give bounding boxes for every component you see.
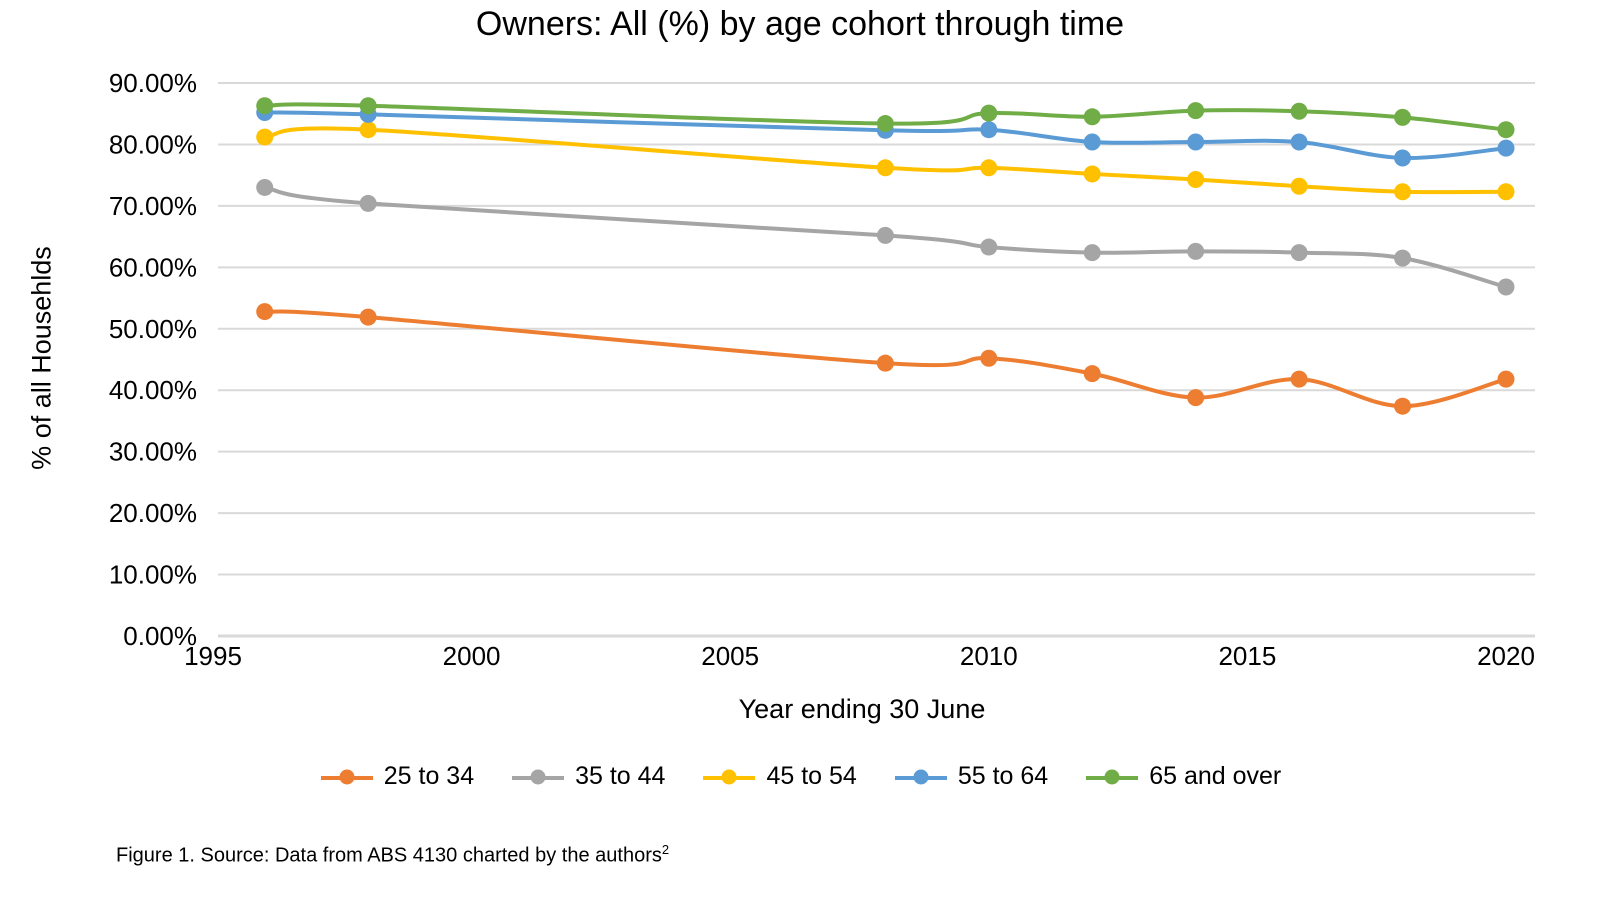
y-tick-label: 30.00% — [109, 437, 197, 467]
legend-item-55-to-64: 55 to 64 — [893, 762, 1048, 791]
data-point-55-to-64 — [1187, 133, 1205, 151]
legend-marker-icon — [320, 769, 373, 784]
data-point-55-to-64 — [1497, 139, 1515, 157]
chart-title: Owners: All (%) by age cohort through ti… — [475, 5, 1125, 43]
legend-label: 45 to 54 — [766, 762, 857, 790]
y-tick-label: 40.00% — [109, 375, 197, 405]
figure-caption-superscript: 2 — [661, 842, 670, 857]
series-line-25-to-34 — [262, 309, 1508, 409]
data-point-35-to-44 — [876, 226, 894, 244]
data-point-25-to-34 — [1290, 370, 1308, 388]
data-point-45-to-54 — [256, 128, 274, 146]
legend-label: 55 to 64 — [957, 762, 1049, 790]
data-point-65-and-over — [1083, 108, 1101, 126]
data-point-55-to-64 — [980, 121, 998, 139]
y-tick-label: 70.00% — [109, 191, 197, 221]
series-line-45-to-54 — [262, 126, 1508, 195]
data-point-35-to-44 — [1394, 249, 1412, 267]
x-tick-label: 2000 — [443, 641, 501, 671]
x-tick-label: 2015 — [1218, 641, 1276, 671]
series-line-55-to-64 — [262, 110, 1508, 161]
data-point-65-and-over — [1394, 108, 1412, 126]
data-point-65-and-over — [1187, 102, 1205, 120]
legend-marker-dot — [913, 769, 929, 784]
legend-item-25-to-34: 25 to 34 — [319, 762, 474, 791]
data-point-35-to-44 — [359, 194, 377, 212]
data-point-35-to-44 — [1187, 242, 1205, 260]
y-tick-label: 80.00% — [109, 129, 197, 159]
data-point-65-and-over — [876, 115, 894, 133]
data-point-55-to-64 — [1290, 133, 1308, 151]
data-point-45-to-54 — [359, 121, 377, 139]
legend-marker-dot — [721, 769, 737, 784]
y-tick-label: 50.00% — [109, 314, 197, 344]
data-point-25-to-34 — [359, 308, 377, 326]
figure-caption-text: Figure 1. Source: Data from ABS 4130 cha… — [116, 844, 662, 867]
legend-item-65-and-over: 65 and over — [1084, 762, 1281, 791]
data-point-65-and-over — [359, 97, 377, 115]
data-point-25-to-34 — [1083, 365, 1101, 383]
figure-caption: Figure 1. Source: Data from ABS 4130 cha… — [116, 842, 669, 868]
legend-marker-dot — [530, 769, 546, 784]
legend-marker-icon — [894, 769, 947, 784]
x-tick-label: 2010 — [960, 641, 1018, 671]
data-point-45-to-54 — [876, 159, 894, 177]
data-point-55-to-64 — [1394, 149, 1412, 167]
data-point-45-to-54 — [1083, 165, 1101, 183]
x-tick-label: 1995 — [184, 641, 242, 671]
data-point-65-and-over — [256, 97, 274, 115]
legend-marker-dot — [1104, 769, 1120, 784]
data-point-35-to-44 — [256, 178, 274, 196]
x-axis-title: Year ending 30 June — [738, 694, 986, 724]
x-tick-label: 2005 — [701, 641, 759, 671]
data-point-65-and-over — [1497, 121, 1515, 139]
legend-marker-icon — [512, 769, 565, 784]
x-tick-label: 2020 — [1477, 641, 1535, 671]
legend-item-35-to-44: 35 to 44 — [510, 762, 665, 791]
y-tick-label: 90.00% — [109, 68, 197, 98]
data-point-45-to-54 — [1497, 183, 1515, 201]
data-point-35-to-44 — [1083, 244, 1101, 262]
data-point-25-to-34 — [256, 303, 274, 321]
y-tick-label: 10.00% — [109, 560, 197, 590]
legend-label: 35 to 44 — [575, 762, 666, 790]
chart-legend: 25 to 34 35 to 44 45 to 54 55 to 64 65 and o… — [0, 762, 1600, 791]
y-tick-label: 20.00% — [109, 498, 197, 528]
data-point-45-to-54 — [1187, 170, 1205, 188]
data-point-55-to-64 — [1083, 133, 1101, 151]
legend-marker-dot — [339, 769, 355, 784]
series-line-65-and-over — [262, 102, 1508, 132]
data-point-65-and-over — [1290, 102, 1308, 120]
data-point-35-to-44 — [1290, 244, 1308, 262]
y-axis-title: % of all Househlds — [26, 246, 57, 470]
data-point-45-to-54 — [1394, 183, 1412, 201]
legend-marker-icon — [1086, 769, 1139, 784]
data-point-25-to-34 — [1394, 397, 1412, 415]
legend-label: 25 to 34 — [383, 762, 475, 790]
legend-item-45-to-54: 45 to 54 — [701, 762, 857, 791]
legend-marker-icon — [703, 769, 756, 784]
data-point-35-to-44 — [1497, 278, 1515, 296]
data-point-35-to-44 — [980, 238, 998, 256]
data-point-25-to-34 — [1187, 389, 1205, 407]
series-line-35-to-44 — [262, 185, 1508, 289]
data-point-25-to-34 — [1497, 370, 1515, 388]
data-point-25-to-34 — [980, 349, 998, 367]
y-tick-label: 0.00% — [123, 621, 197, 651]
legend-label: 65 and over — [1149, 762, 1282, 790]
data-point-65-and-over — [980, 104, 998, 122]
data-point-45-to-54 — [980, 159, 998, 177]
data-point-45-to-54 — [1290, 177, 1308, 195]
y-tick-label: 60.00% — [109, 252, 197, 282]
data-point-25-to-34 — [876, 354, 894, 372]
